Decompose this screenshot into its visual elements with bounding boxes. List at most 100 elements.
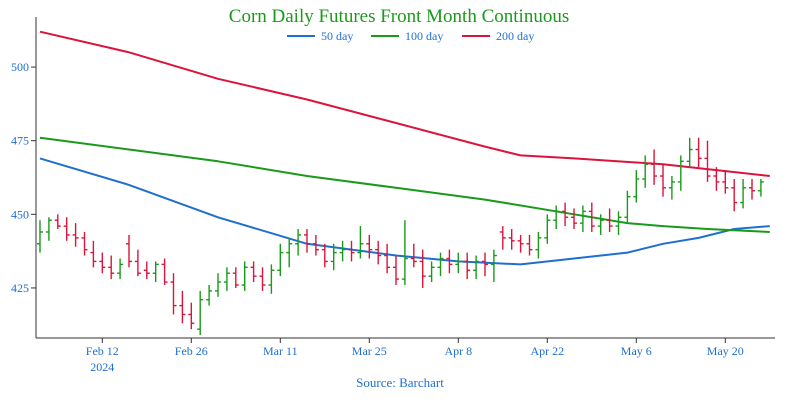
ohlc-bar — [312, 234, 319, 256]
ohlc-bar — [651, 149, 658, 185]
x-tick-label-may-6: May 6 — [621, 344, 652, 358]
ohlc-bar — [633, 170, 640, 203]
ohlc-bar — [393, 255, 399, 285]
price-bars — [37, 137, 764, 336]
ohlc-bar — [571, 208, 577, 230]
ohlc-bar — [499, 226, 506, 250]
ohlc-bar — [357, 226, 364, 259]
y-tick-label-475: 475 — [11, 134, 29, 148]
ohlc-bar — [740, 178, 747, 209]
ohlc-bar — [161, 258, 168, 285]
x-tick-label-feb-12: Feb 12 — [86, 344, 119, 358]
ohlc-bar — [286, 237, 293, 268]
ohlc-bar — [615, 211, 622, 235]
ohlc-bar — [668, 176, 675, 200]
chart-legend: 50 day 100 day 200 day — [287, 29, 534, 43]
ohlc-bar — [508, 229, 515, 250]
legend-label-200-day: 200 day — [496, 29, 534, 43]
ohlc-bar — [188, 302, 195, 330]
x-tick-label-may-20: May 20 — [707, 344, 744, 358]
y-tick-label-500: 500 — [11, 60, 29, 74]
ohlc-bar — [250, 261, 257, 283]
ohlc-bar — [54, 214, 61, 230]
ohlc-bar — [695, 137, 702, 168]
x-tick-label-mar-25: Mar 25 — [352, 344, 387, 358]
ohlc-bar — [642, 155, 649, 188]
ohlc-bar — [553, 205, 560, 230]
ohlc-bar — [304, 229, 310, 253]
x-tick-label-apr-8: Apr 8 — [444, 344, 472, 358]
ohlc-bar — [143, 261, 150, 280]
ohlc-bar — [731, 178, 738, 212]
ohlc-bar — [749, 178, 755, 200]
ohlc-bar — [437, 252, 444, 277]
ohlc-bar — [63, 217, 70, 241]
chart-title: Corn Daily Futures Front Month Continuou… — [229, 6, 569, 27]
ma-line-200-day — [39, 30, 770, 177]
source-label: Source: Barchart — [356, 375, 444, 390]
ohlc-bar — [401, 220, 408, 285]
ohlc-bar — [428, 261, 435, 283]
ohlc-bar — [597, 214, 604, 235]
ohlc-bar — [588, 202, 595, 232]
ohlc-bar — [108, 255, 115, 280]
ohlc-bar — [117, 258, 124, 280]
ohlc-bar — [72, 223, 79, 247]
x-tick-label-apr-22: Apr 22 — [530, 344, 564, 358]
ohlc-bar — [384, 243, 391, 274]
y-tick-label-425: 425 — [11, 281, 29, 295]
x-tick-label-mar-11: Mar 11 — [263, 344, 298, 358]
ohlc-bar — [81, 231, 88, 256]
ohlc-bar — [482, 252, 488, 277]
ohlc-bar — [446, 249, 453, 274]
y-axis-ticks: 425 450 475 500 — [11, 60, 36, 295]
ohlc-bar — [535, 231, 542, 259]
y-tick-label-450: 450 — [11, 207, 29, 221]
ma-line-100-day — [39, 136, 770, 233]
ohlc-bar — [419, 249, 426, 288]
ohlc-bar — [686, 137, 693, 168]
ohlc-bar — [366, 234, 373, 259]
ohlc-bar — [526, 234, 533, 256]
ohlc-bar — [330, 243, 337, 271]
ohlc-bar — [45, 217, 52, 241]
ohlc-bar — [170, 273, 177, 315]
ohlc-bar — [339, 240, 346, 262]
ohlc-bar — [348, 240, 355, 262]
ohlc-bar — [197, 290, 204, 336]
ohlc-bar — [215, 273, 221, 297]
ohlc-bar — [134, 249, 141, 277]
ohlc-bar — [410, 243, 417, 268]
x-tick-label-feb-26: Feb 26 — [175, 344, 208, 358]
ohlc-bar — [179, 290, 186, 324]
ohlc-bar — [375, 240, 382, 265]
ohlc-bar — [295, 229, 302, 256]
ohlc-bar — [37, 220, 43, 253]
legend-label-100-day: 100 day — [405, 29, 443, 43]
x-tick-year-label: 2024 — [90, 360, 114, 374]
ohlc-bar — [579, 205, 586, 232]
ohlc-bar — [677, 155, 684, 191]
ohlc-bar — [606, 208, 613, 232]
ohlc-bar — [722, 170, 729, 194]
ohlc-bar — [455, 252, 462, 274]
ohlc-bar — [473, 255, 480, 280]
ohlc-bar — [490, 249, 497, 283]
ohlc-bar — [624, 190, 631, 224]
ohlc-bar — [713, 167, 720, 191]
ohlc-bar — [206, 284, 213, 306]
ohlc-bar — [259, 267, 266, 291]
ohlc-bar — [126, 234, 132, 268]
ohlc-bar — [464, 252, 471, 280]
legend-label-50-day: 50 day — [321, 29, 353, 43]
ohlc-bar — [517, 234, 524, 253]
ohlc-bar — [99, 252, 106, 274]
x-axis-ticks: Feb 12 2024 Feb 26 Mar 11 Mar 25 Apr 8 Apr 22 M… — [86, 338, 744, 374]
ohlc-bar — [562, 202, 569, 227]
ohlc-bar — [152, 261, 159, 283]
ohlc-bar — [704, 140, 711, 182]
ohlc-bar — [90, 240, 97, 268]
ohlc-bar — [241, 261, 248, 291]
ohlc-bar — [232, 267, 239, 288]
